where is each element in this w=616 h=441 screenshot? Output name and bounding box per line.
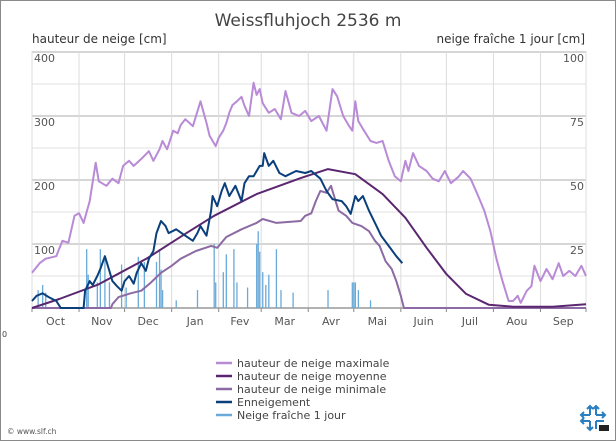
series-line-hauteur-de-neige-minimale	[32, 184, 586, 309]
month-label: Jan	[186, 315, 204, 328]
fresh-snow-bar	[280, 290, 282, 308]
fresh-snow-bar	[196, 290, 199, 308]
fresh-snow-bars	[37, 231, 372, 308]
legend-label: Enneigement	[237, 396, 311, 409]
fresh-snow-bar	[369, 300, 372, 308]
fresh-snow-bar	[108, 282, 111, 308]
month-label: Juil	[461, 315, 478, 328]
fresh-snow-bar	[246, 287, 249, 308]
fresh-snow-bar	[222, 272, 224, 308]
fresh-snow-bar	[155, 261, 158, 308]
fresh-snow-bar	[236, 282, 238, 308]
legend-label: hauteur de neige minimale	[237, 383, 386, 396]
fresh-snow-bar	[257, 231, 259, 308]
fresh-snow-bar	[357, 290, 360, 308]
fresh-snow-bar	[213, 244, 215, 308]
fresh-snow-bar	[262, 272, 264, 308]
fresh-snow-bar	[292, 292, 294, 308]
month-label: Juin	[412, 315, 433, 328]
fresh-snow-bar	[143, 261, 146, 308]
month-label: Aou	[506, 315, 527, 328]
y2-tick-label: 50	[570, 180, 584, 193]
series-lines	[31, 81, 587, 309]
fresh-snow-bar	[137, 256, 139, 308]
fresh-snow-bar	[86, 249, 88, 308]
month-label: Mar	[274, 315, 295, 328]
series-line-hauteur-de-neige-maximale	[31, 81, 587, 304]
series-line-enneigement	[31, 152, 404, 309]
fresh-snow-bar	[158, 249, 161, 308]
y-tick-label: 200	[34, 180, 55, 193]
y2-tick-label: 75	[570, 116, 584, 129]
fresh-snow-bar	[259, 251, 261, 308]
y-tick-label: 400	[34, 52, 55, 65]
month-label: Sep	[553, 315, 574, 328]
y2-axis-label: neige fraîche 1 jour [cm]	[436, 32, 585, 46]
tick-labels: Oct Nov Dec Jan Fev Mar Avr Mai Juin Juil Aou Sep 10…	[34, 52, 584, 328]
fresh-snow-bar	[233, 249, 235, 308]
fresh-snow-bar	[104, 259, 106, 308]
fresh-snow-bar	[161, 290, 164, 308]
y-axis-label: hauteur de neige [cm]	[32, 32, 167, 46]
y2-tick-label: 100	[563, 52, 584, 65]
fresh-snow-bar	[37, 290, 39, 308]
fresh-snow-bar	[275, 249, 278, 308]
fresh-snow-bar	[327, 290, 329, 308]
fresh-snow-bar	[160, 269, 162, 308]
copyright[interactable]: © www.slf.ch	[7, 427, 57, 436]
fresh-snow-bar	[265, 284, 267, 308]
fresh-snow-bar	[175, 300, 177, 308]
stray-zero-label: 0	[2, 330, 7, 339]
legend-label: hauteur de neige moyenne	[237, 370, 387, 383]
y-tick-label: 300	[34, 116, 55, 129]
fresh-snow-bar	[120, 264, 123, 308]
fresh-snow-bar	[215, 282, 217, 308]
month-label: Dec	[137, 315, 158, 328]
month-label: Mai	[368, 315, 387, 328]
chart-title: Weissfluhjoch 2536 m	[215, 11, 402, 31]
fresh-snow-bar	[125, 287, 127, 308]
fresh-snow-bar	[268, 274, 270, 308]
fresh-snow-bar	[42, 284, 44, 308]
y2-tick-label: 25	[570, 244, 584, 257]
series-line-hauteur-de-neige-moyenne	[31, 168, 587, 309]
y-tick-label: 100	[34, 244, 55, 257]
month-label: Nov	[91, 315, 113, 328]
fresh-snow-bar	[225, 254, 227, 308]
fresh-snow-bar	[353, 282, 355, 308]
fresh-snow-bar	[87, 274, 89, 308]
month-label: Oct	[46, 315, 66, 328]
fresh-snow-bar	[354, 282, 356, 308]
fresh-snow-bar	[351, 282, 353, 308]
month-label: Fev	[230, 315, 249, 328]
grid	[31, 51, 587, 312]
legend-label: hauteur de neige maximale	[237, 357, 390, 370]
fresh-snow-bar	[256, 244, 258, 308]
month-label: Avr	[322, 315, 340, 328]
fresh-snow-bar	[99, 249, 102, 308]
fresh-snow-bar	[45, 292, 47, 308]
fresh-snow-bar	[96, 282, 98, 308]
legend-label: Neige fraîche 1 jour	[237, 409, 346, 422]
slf-snowflake-logo	[579, 404, 609, 432]
